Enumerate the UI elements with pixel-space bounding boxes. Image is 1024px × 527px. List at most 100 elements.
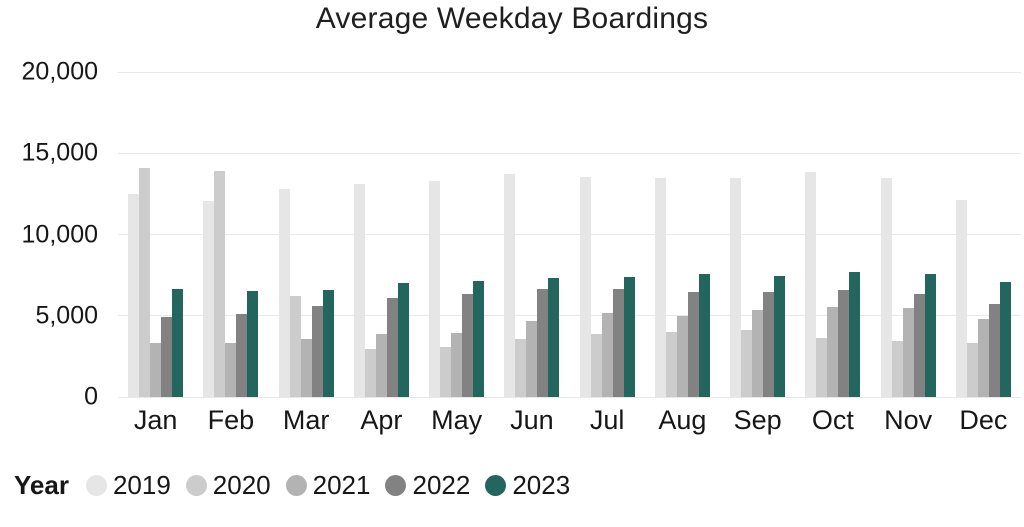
legend: Year 2019 2020 2021 2022 2023 xyxy=(14,463,585,507)
bar-jan-2020[interactable] xyxy=(139,167,151,397)
bar-mar-2020[interactable] xyxy=(289,296,301,397)
bar-may-2019[interactable] xyxy=(429,180,441,397)
x-tick-label-dec: Dec xyxy=(959,405,1008,435)
legend-title: Year xyxy=(14,469,69,500)
y-tick-label-20000: 20,000 xyxy=(21,57,98,86)
bar-dec-2019[interactable] xyxy=(955,200,967,397)
bar-oct-2021[interactable] xyxy=(827,306,839,397)
x-tick-label-may: May xyxy=(431,405,483,435)
legend-label-2019: 2019 xyxy=(112,469,171,500)
gridline-5000 xyxy=(118,315,1021,317)
bar-jul-2020[interactable] xyxy=(590,333,602,397)
bar-jul-2023[interactable] xyxy=(623,276,635,397)
bar-jun-2020[interactable] xyxy=(515,339,527,397)
bar-feb-2020[interactable] xyxy=(214,171,226,397)
legend-item-2021[interactable]: 2021 xyxy=(285,470,370,501)
bar-nov-2022[interactable] xyxy=(913,293,925,397)
bar-oct-2020[interactable] xyxy=(816,337,828,397)
bar-group-aug xyxy=(645,72,720,397)
bar-apr-2021[interactable] xyxy=(375,333,387,397)
bar-group-nov xyxy=(871,72,946,397)
bar-aug-2022[interactable] xyxy=(687,292,699,397)
bar-groups xyxy=(118,72,1021,397)
bar-jul-2021[interactable] xyxy=(601,312,613,397)
y-tick-label-15000: 15,000 xyxy=(21,138,98,167)
bar-jul-2019[interactable] xyxy=(579,176,591,397)
gridline-0 xyxy=(118,396,1021,398)
bar-apr-2023[interactable] xyxy=(397,283,409,397)
bar-dec-2021[interactable] xyxy=(977,319,989,397)
x-tick-label-jun: Jun xyxy=(510,405,554,435)
bar-aug-2021[interactable] xyxy=(676,315,688,397)
x-tick-label-apr: Apr xyxy=(360,405,403,435)
bar-nov-2019[interactable] xyxy=(880,178,892,397)
bar-nov-2020[interactable] xyxy=(891,340,903,397)
bar-feb-2022[interactable] xyxy=(236,314,248,397)
bar-nov-2023[interactable] xyxy=(924,273,936,397)
bar-apr-2019[interactable] xyxy=(353,184,365,397)
bar-dec-2023[interactable] xyxy=(999,281,1011,397)
y-tick-label-0: 0 xyxy=(84,382,98,411)
bar-group-jul xyxy=(570,72,645,397)
bar-apr-2020[interactable] xyxy=(364,349,376,397)
bar-jan-2021[interactable] xyxy=(150,342,162,397)
bar-may-2023[interactable] xyxy=(473,280,485,397)
bar-group-feb xyxy=(193,72,268,397)
bar-jun-2019[interactable] xyxy=(504,174,516,397)
bar-oct-2023[interactable] xyxy=(849,271,861,397)
bar-nov-2021[interactable] xyxy=(902,308,914,397)
bar-oct-2019[interactable] xyxy=(805,171,817,397)
bar-jul-2022[interactable] xyxy=(612,288,624,397)
bar-mar-2023[interactable] xyxy=(322,289,334,397)
bar-jan-2022[interactable] xyxy=(161,316,173,397)
bar-may-2020[interactable] xyxy=(440,346,452,397)
legend-item-2019[interactable]: 2019 xyxy=(85,469,171,501)
bar-group-jun xyxy=(494,72,569,397)
bar-feb-2019[interactable] xyxy=(203,201,215,397)
legend-label-2023: 2023 xyxy=(512,469,571,500)
bar-sep-2019[interactable] xyxy=(730,178,742,397)
bar-sep-2023[interactable] xyxy=(774,275,786,397)
bar-aug-2019[interactable] xyxy=(654,178,666,397)
legend-items: 2019 2020 2021 2022 2023 xyxy=(85,469,585,501)
bar-may-2021[interactable] xyxy=(451,332,463,397)
bar-dec-2022[interactable] xyxy=(988,303,1000,397)
legend-label-2022: 2022 xyxy=(412,469,471,500)
x-tick-label-jul: Jul xyxy=(589,405,625,435)
bar-sep-2022[interactable] xyxy=(763,292,775,397)
x-tick-label-sep: Sep xyxy=(733,405,782,435)
legend-item-2020[interactable]: 2020 xyxy=(185,469,271,501)
bar-sep-2021[interactable] xyxy=(752,310,764,397)
bar-sep-2020[interactable] xyxy=(741,330,753,397)
bar-may-2022[interactable] xyxy=(462,293,474,397)
legend-item-2023[interactable]: 2023 xyxy=(485,470,570,501)
bar-mar-2021[interactable] xyxy=(300,338,312,397)
bar-feb-2023[interactable] xyxy=(247,291,259,397)
legend-label-2020: 2020 xyxy=(212,469,271,500)
chart-title: Average Weekday Boardings xyxy=(315,2,709,35)
bar-apr-2022[interactable] xyxy=(386,297,398,397)
bar-jun-2022[interactable] xyxy=(537,288,549,397)
bar-jan-2019[interactable] xyxy=(128,193,140,397)
bar-jun-2021[interactable] xyxy=(526,321,538,397)
gridline-20000 xyxy=(118,71,1021,73)
bar-mar-2019[interactable] xyxy=(278,189,290,397)
bar-dec-2020[interactable] xyxy=(966,342,978,397)
bar-mar-2022[interactable] xyxy=(311,306,323,397)
bar-jun-2023[interactable] xyxy=(548,278,560,397)
y-tick-label-10000: 10,000 xyxy=(21,220,98,248)
legend-swatch-2019 xyxy=(85,474,107,496)
x-axis: Jan Feb Mar Apr May Jun Jul Aug Sep Oct Nov Dec xyxy=(118,404,1021,436)
bar-oct-2022[interactable] xyxy=(838,289,850,397)
y-axis: 20,000 15,000 10,000 5,000 0 xyxy=(0,59,98,409)
legend-item-2022[interactable]: 2022 xyxy=(385,470,470,501)
bar-jan-2023[interactable] xyxy=(172,288,184,397)
bar-feb-2021[interactable] xyxy=(225,342,237,397)
bar-group-mar xyxy=(269,72,344,397)
bar-aug-2023[interactable] xyxy=(698,273,710,397)
gridline-10000 xyxy=(118,234,1021,235)
bar-aug-2020[interactable] xyxy=(665,332,677,397)
bar-group-oct xyxy=(795,72,870,397)
x-tick-label-aug: Aug xyxy=(658,405,707,435)
